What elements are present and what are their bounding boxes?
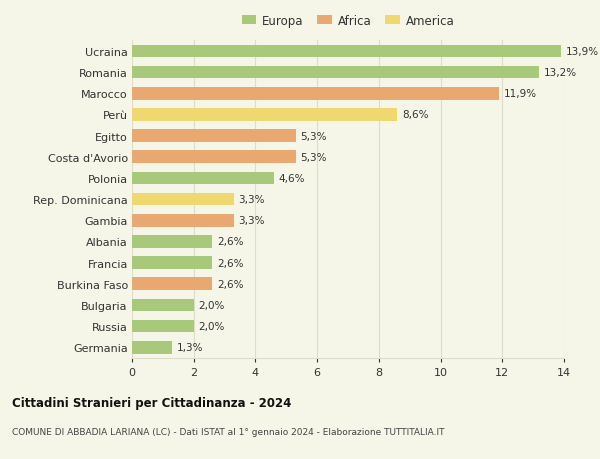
Bar: [132, 214, 234, 227]
Text: 3,3%: 3,3%: [238, 195, 265, 205]
Bar: [132, 45, 561, 58]
Bar: [132, 130, 296, 143]
Bar: [132, 320, 194, 333]
Text: 13,2%: 13,2%: [544, 68, 577, 78]
Bar: [132, 193, 234, 206]
Bar: [132, 109, 397, 122]
Text: 2,6%: 2,6%: [217, 258, 244, 268]
Text: 2,0%: 2,0%: [199, 300, 225, 310]
Bar: [132, 172, 274, 185]
Text: 3,3%: 3,3%: [238, 216, 265, 226]
Bar: [132, 151, 296, 164]
Text: 8,6%: 8,6%: [402, 110, 428, 120]
Bar: [132, 278, 212, 291]
Legend: Europa, Africa, America: Europa, Africa, America: [237, 10, 459, 32]
Text: 5,3%: 5,3%: [300, 131, 326, 141]
Bar: [132, 341, 172, 354]
Bar: [132, 235, 212, 248]
Bar: [132, 88, 499, 101]
Text: 13,9%: 13,9%: [566, 47, 599, 57]
Bar: [132, 299, 194, 312]
Bar: [132, 67, 539, 79]
Text: COMUNE DI ABBADIA LARIANA (LC) - Dati ISTAT al 1° gennaio 2024 - Elaborazione TU: COMUNE DI ABBADIA LARIANA (LC) - Dati IS…: [12, 427, 445, 436]
Text: 1,3%: 1,3%: [177, 342, 203, 353]
Text: Cittadini Stranieri per Cittadinanza - 2024: Cittadini Stranieri per Cittadinanza - 2…: [12, 396, 292, 409]
Text: 2,6%: 2,6%: [217, 237, 244, 247]
Text: 11,9%: 11,9%: [504, 89, 537, 99]
Text: 4,6%: 4,6%: [278, 174, 305, 184]
Bar: [132, 257, 212, 269]
Text: 5,3%: 5,3%: [300, 152, 326, 162]
Text: 2,6%: 2,6%: [217, 279, 244, 289]
Text: 2,0%: 2,0%: [199, 321, 225, 331]
